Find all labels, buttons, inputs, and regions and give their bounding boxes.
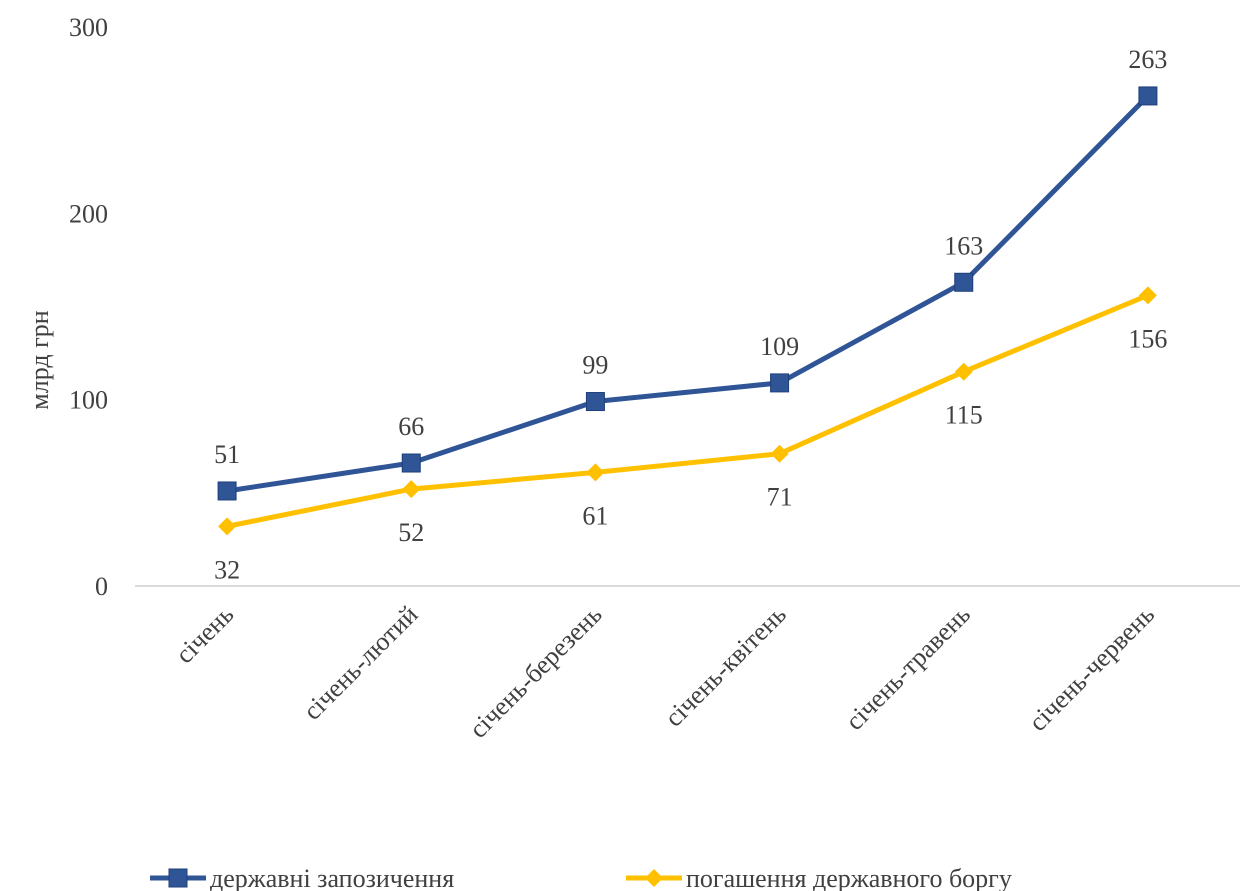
marker bbox=[218, 517, 237, 536]
y-tick-label: 0 bbox=[95, 572, 108, 601]
y-tick-label: 300 bbox=[69, 13, 108, 42]
marker bbox=[401, 453, 421, 473]
marker bbox=[1138, 286, 1157, 305]
marker bbox=[645, 869, 663, 887]
data-label: 163 bbox=[944, 231, 983, 260]
x-tick-label: січень bbox=[170, 600, 240, 670]
data-label: 156 bbox=[1128, 324, 1167, 353]
marker bbox=[585, 392, 605, 412]
legend-label: державні запозичення bbox=[210, 864, 454, 891]
x-tick-label: січень-лютий bbox=[298, 600, 424, 726]
data-label: 52 bbox=[398, 518, 424, 547]
data-label: 115 bbox=[945, 401, 983, 430]
data-label: 61 bbox=[582, 501, 608, 530]
data-label: 99 bbox=[582, 351, 608, 380]
data-label: 51 bbox=[214, 440, 240, 469]
marker bbox=[217, 481, 237, 501]
data-label: 263 bbox=[1128, 45, 1167, 74]
y-tick-label: 200 bbox=[69, 199, 108, 228]
y-tick-label: 100 bbox=[69, 386, 108, 415]
x-tick-label: січень-травень bbox=[840, 600, 976, 736]
marker bbox=[770, 373, 790, 393]
x-tick-label: січень-березень bbox=[464, 600, 608, 744]
marker bbox=[402, 480, 421, 499]
x-tick-label: січень-квітень bbox=[659, 600, 792, 733]
data-label: 66 bbox=[398, 412, 424, 441]
data-label: 32 bbox=[214, 555, 240, 584]
marker bbox=[954, 272, 974, 292]
marker bbox=[1138, 86, 1158, 106]
data-label: 109 bbox=[760, 332, 799, 361]
marker bbox=[770, 444, 789, 463]
legend-label: погашення державного боргу bbox=[686, 864, 1012, 891]
series-line bbox=[226, 94, 1150, 494]
series-line bbox=[226, 293, 1149, 529]
y-axis-label: млрд грн bbox=[25, 310, 54, 409]
marker bbox=[954, 362, 973, 381]
x-tick-label: січень-червень bbox=[1023, 600, 1160, 737]
data-label: 71 bbox=[767, 483, 793, 512]
marker bbox=[586, 463, 605, 482]
marker bbox=[168, 868, 188, 888]
